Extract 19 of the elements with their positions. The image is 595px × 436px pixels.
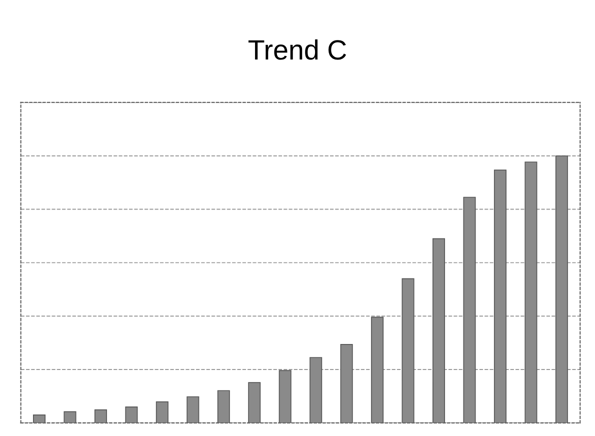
bar	[310, 357, 322, 423]
bar	[402, 278, 414, 423]
bar	[555, 155, 568, 423]
bar	[463, 196, 476, 423]
bar	[125, 406, 138, 423]
bar	[524, 162, 538, 423]
bar	[186, 396, 200, 423]
bar	[340, 344, 353, 423]
bar	[494, 170, 506, 423]
bar	[33, 414, 46, 423]
bar	[371, 316, 384, 423]
chart-title: Trend C	[248, 39, 346, 60]
bar	[94, 409, 107, 423]
bar	[217, 390, 230, 423]
bar	[156, 401, 168, 423]
bar	[248, 382, 261, 423]
bar	[278, 370, 292, 423]
bar	[432, 238, 446, 423]
bar	[64, 411, 76, 423]
